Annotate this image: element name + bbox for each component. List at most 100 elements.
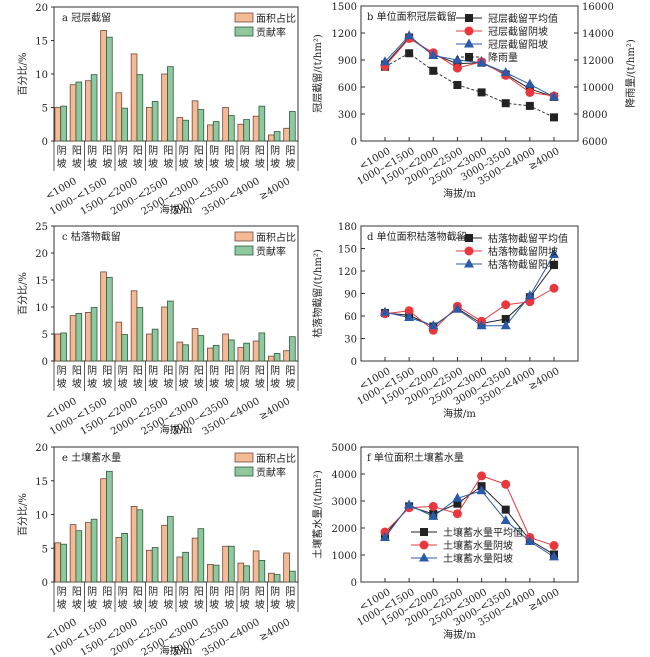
slope-label: 坡: [133, 598, 143, 611]
x-axis-label: 海拔/m: [443, 628, 476, 641]
slope-label: 坡: [255, 377, 265, 390]
bar-contribution: [182, 344, 189, 362]
data-point: [524, 78, 535, 88]
slope-label: 坡: [57, 598, 67, 611]
legend-marker: [464, 26, 474, 36]
bar-contribution: [273, 353, 281, 362]
bar-area-share: [85, 311, 92, 362]
bar-contribution: [151, 547, 159, 583]
y-tick-label: 0: [42, 137, 48, 148]
slope-label: 阳: [72, 365, 82, 377]
panel-b: 0 300 600 900 1200 1500 6000 8000 10000 12000 1400…: [311, 2, 637, 200]
data-point: [501, 99, 510, 108]
legend-swatch: [234, 12, 254, 23]
data-point: [524, 536, 535, 545]
bar-area-share: [146, 333, 153, 362]
slope-label: 坡: [87, 157, 97, 170]
data-point: [477, 88, 486, 97]
bar-area-share: [252, 115, 260, 142]
slope-label: 坡: [270, 377, 280, 390]
y-tick-label: 15: [35, 477, 48, 488]
panel-title: d 单位面积枯落物截留: [367, 230, 467, 243]
data-point: [404, 30, 415, 40]
data-point: [452, 54, 463, 64]
slope-label: 坡: [163, 598, 173, 611]
bar-contribution: [136, 307, 144, 362]
slope-label: 坡: [285, 598, 295, 611]
legend-marker: [465, 53, 473, 61]
bar-area-share: [69, 315, 77, 362]
bar-area-share: [268, 355, 275, 362]
data-point: [404, 499, 415, 509]
bar-area-share: [176, 117, 184, 142]
legend-marker: [465, 234, 473, 242]
data-point: [453, 80, 462, 89]
bar-area-share: [85, 522, 92, 583]
legend-label: 土壤蓄水量阴坡: [443, 539, 513, 552]
x-category-label: ≥4000: [257, 176, 292, 202]
bar-contribution: [212, 564, 220, 583]
y-tick-label: 20: [35, 3, 48, 14]
slope-label: 坡: [57, 377, 67, 390]
bar-contribution: [197, 109, 205, 142]
slope-label: 阳: [255, 145, 265, 157]
slope-label: 坡: [87, 377, 97, 390]
slope-label: 阳: [163, 145, 173, 157]
y-right-tick-label: 8000: [582, 110, 607, 121]
x-axis-label: 海拔/m: [160, 203, 193, 216]
slope-label: 阴: [270, 365, 280, 377]
bar-area-share: [161, 73, 168, 142]
slope-label: 坡: [148, 157, 158, 170]
data-point: [476, 485, 487, 495]
legend-label: 冠层截留阳坡: [488, 38, 548, 51]
slope-label: 坡: [118, 377, 128, 390]
bar-contribution: [151, 328, 159, 362]
bar-contribution: [258, 332, 266, 362]
y-right-tick-label: 12000: [582, 56, 614, 67]
series-line: [384, 254, 555, 327]
bar-area-share: [268, 572, 275, 583]
slope-label: 阳: [102, 586, 112, 598]
x-axis-label: 海拔/m: [443, 187, 476, 200]
bar-area-share: [100, 271, 107, 362]
data-point: [501, 300, 511, 310]
bar-area-share: [54, 333, 62, 362]
bar-area-share: [191, 537, 199, 583]
y-tick-label: 15: [35, 37, 48, 48]
y-tick-label: 1000: [332, 551, 357, 562]
y-tick-label: 60: [344, 312, 357, 323]
bar-contribution: [136, 74, 144, 142]
slope-label: 阳: [255, 365, 265, 377]
y-tick-label: 3000: [332, 497, 357, 508]
y-tick-label: 4000: [332, 470, 357, 481]
slope-label: 阳: [102, 145, 112, 157]
plot-frame: [360, 446, 579, 583]
slope-label: 坡: [72, 377, 82, 390]
slope-label: 坡: [163, 377, 173, 390]
slope-label: 阳: [194, 586, 204, 598]
slope-label: 坡: [194, 377, 204, 390]
data-point: [549, 551, 559, 561]
data-point: [549, 91, 559, 101]
data-point: [428, 320, 439, 330]
slope-label: 阴: [57, 365, 67, 377]
data-point: [405, 49, 414, 58]
bar-area-share: [115, 321, 123, 362]
y-axis-label: 枯落物截留/(t/hm²): [311, 249, 324, 338]
slope-label: 坡: [194, 598, 204, 611]
y-tick-label: 2000: [332, 524, 357, 535]
data-point: [501, 315, 510, 323]
bar-area-share: [191, 328, 199, 362]
slope-label: 坡: [148, 377, 158, 390]
bar-contribution: [121, 334, 128, 362]
bar-area-share: [146, 549, 153, 583]
y-right-tick-label: 10000: [582, 83, 614, 94]
slope-label: 阴: [118, 586, 128, 598]
y-tick-label: 1500: [332, 2, 357, 13]
data-point: [428, 50, 439, 59]
legend-label: 面积占比: [256, 12, 296, 25]
legend-marker: [464, 38, 474, 48]
bar-contribution: [228, 115, 235, 142]
legend-swatch: [234, 231, 254, 242]
